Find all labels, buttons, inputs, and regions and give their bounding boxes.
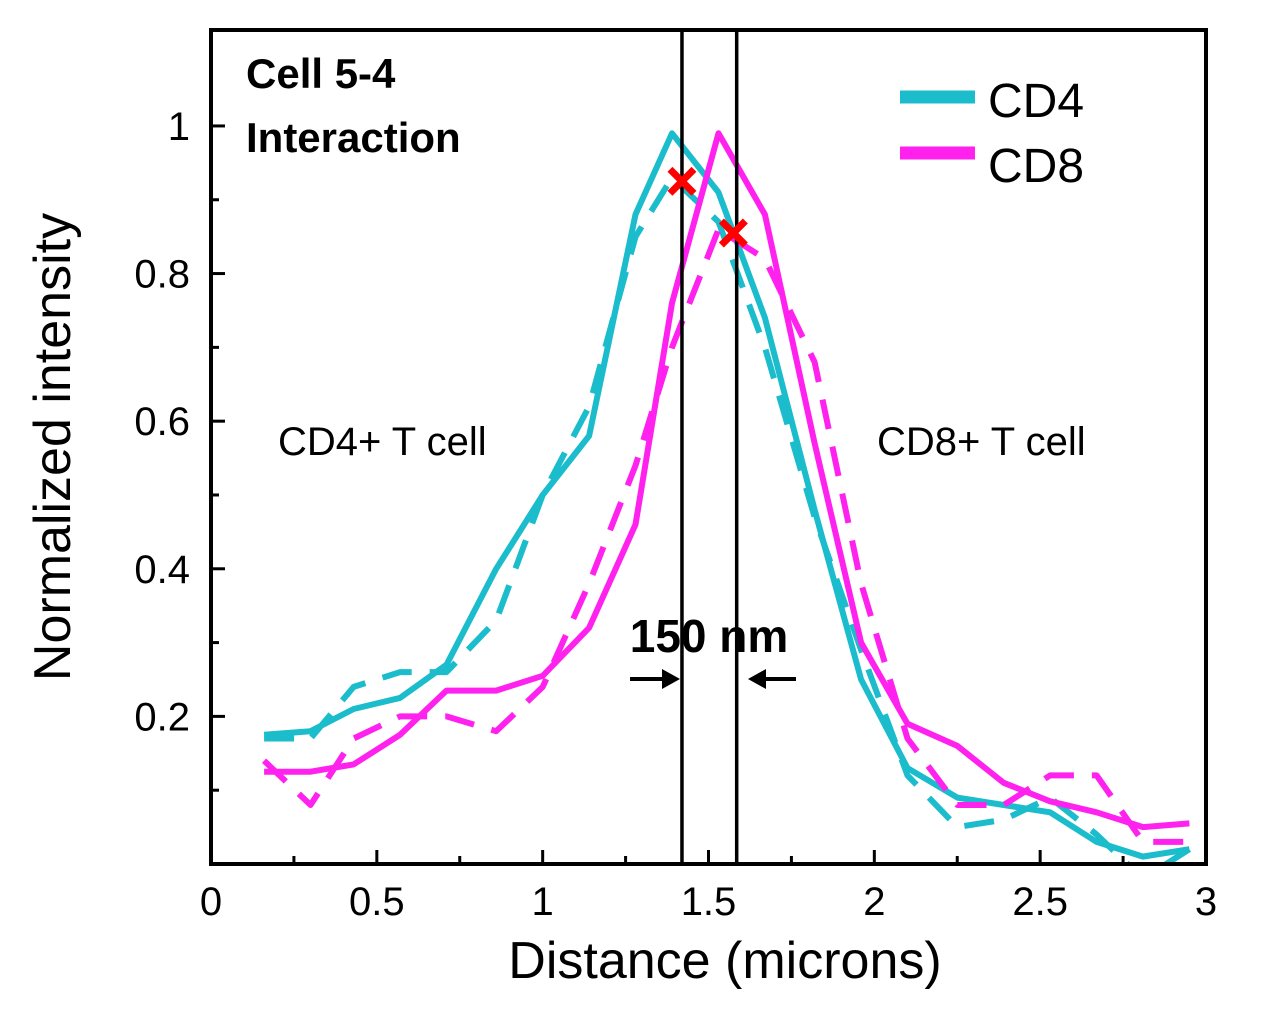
left-region-label: CD4+ T cell [278, 420, 487, 464]
y-tick-label: 1 [168, 105, 190, 149]
legend-label-cd8: CD8 [988, 140, 1084, 193]
x-tick-label: 0.5 [349, 880, 405, 924]
x-axis-label: Distance (microns) [508, 932, 941, 990]
x-tick-label: 0 [200, 880, 222, 924]
x-tick-label: 3 [1195, 880, 1217, 924]
peak-marker-2 [718, 218, 748, 248]
x-tick-label: 2.5 [1012, 880, 1068, 924]
series-line-1-solid [263, 130, 1190, 860]
y-tick-label: 0.4 [134, 548, 190, 592]
chart-title-line-1: Cell 5-4 [246, 50, 396, 97]
marks-layer [262, 30, 1192, 864]
x-tick-label: 1.5 [681, 880, 737, 924]
plot-area [262, 130, 1192, 864]
distance-label: 150 nm [630, 610, 789, 662]
peak-marker-1 [667, 166, 697, 196]
x-tick-label: 1 [532, 880, 554, 924]
left-arrow [630, 669, 680, 689]
legend-label-cd4: CD4 [988, 75, 1084, 128]
series-line-3-solid [264, 130, 1190, 831]
ticks-layer: 0 0.5 1 1.5 2 2.5 3 0.2 0.4 0.6 0.8 1 [134, 105, 1217, 924]
y-tick-label: 0.6 [134, 400, 190, 444]
x-tick-label: 2 [863, 880, 885, 924]
legend: CD4 CD8 [900, 75, 1084, 193]
right-arrow [748, 669, 796, 689]
series-line-2-dashed [264, 174, 1192, 864]
y-axis-label: Normalized intensity [24, 213, 82, 681]
right-region-label: CD8+ T cell [877, 420, 1086, 464]
series-line-4-dashed [262, 226, 1190, 845]
chart-title: Cell 5-4 Interaction [246, 50, 461, 161]
y-tick-label: 0.2 [134, 695, 190, 739]
y-tick-label: 0.8 [134, 253, 190, 297]
chart-title-line-2: Interaction [246, 114, 461, 161]
